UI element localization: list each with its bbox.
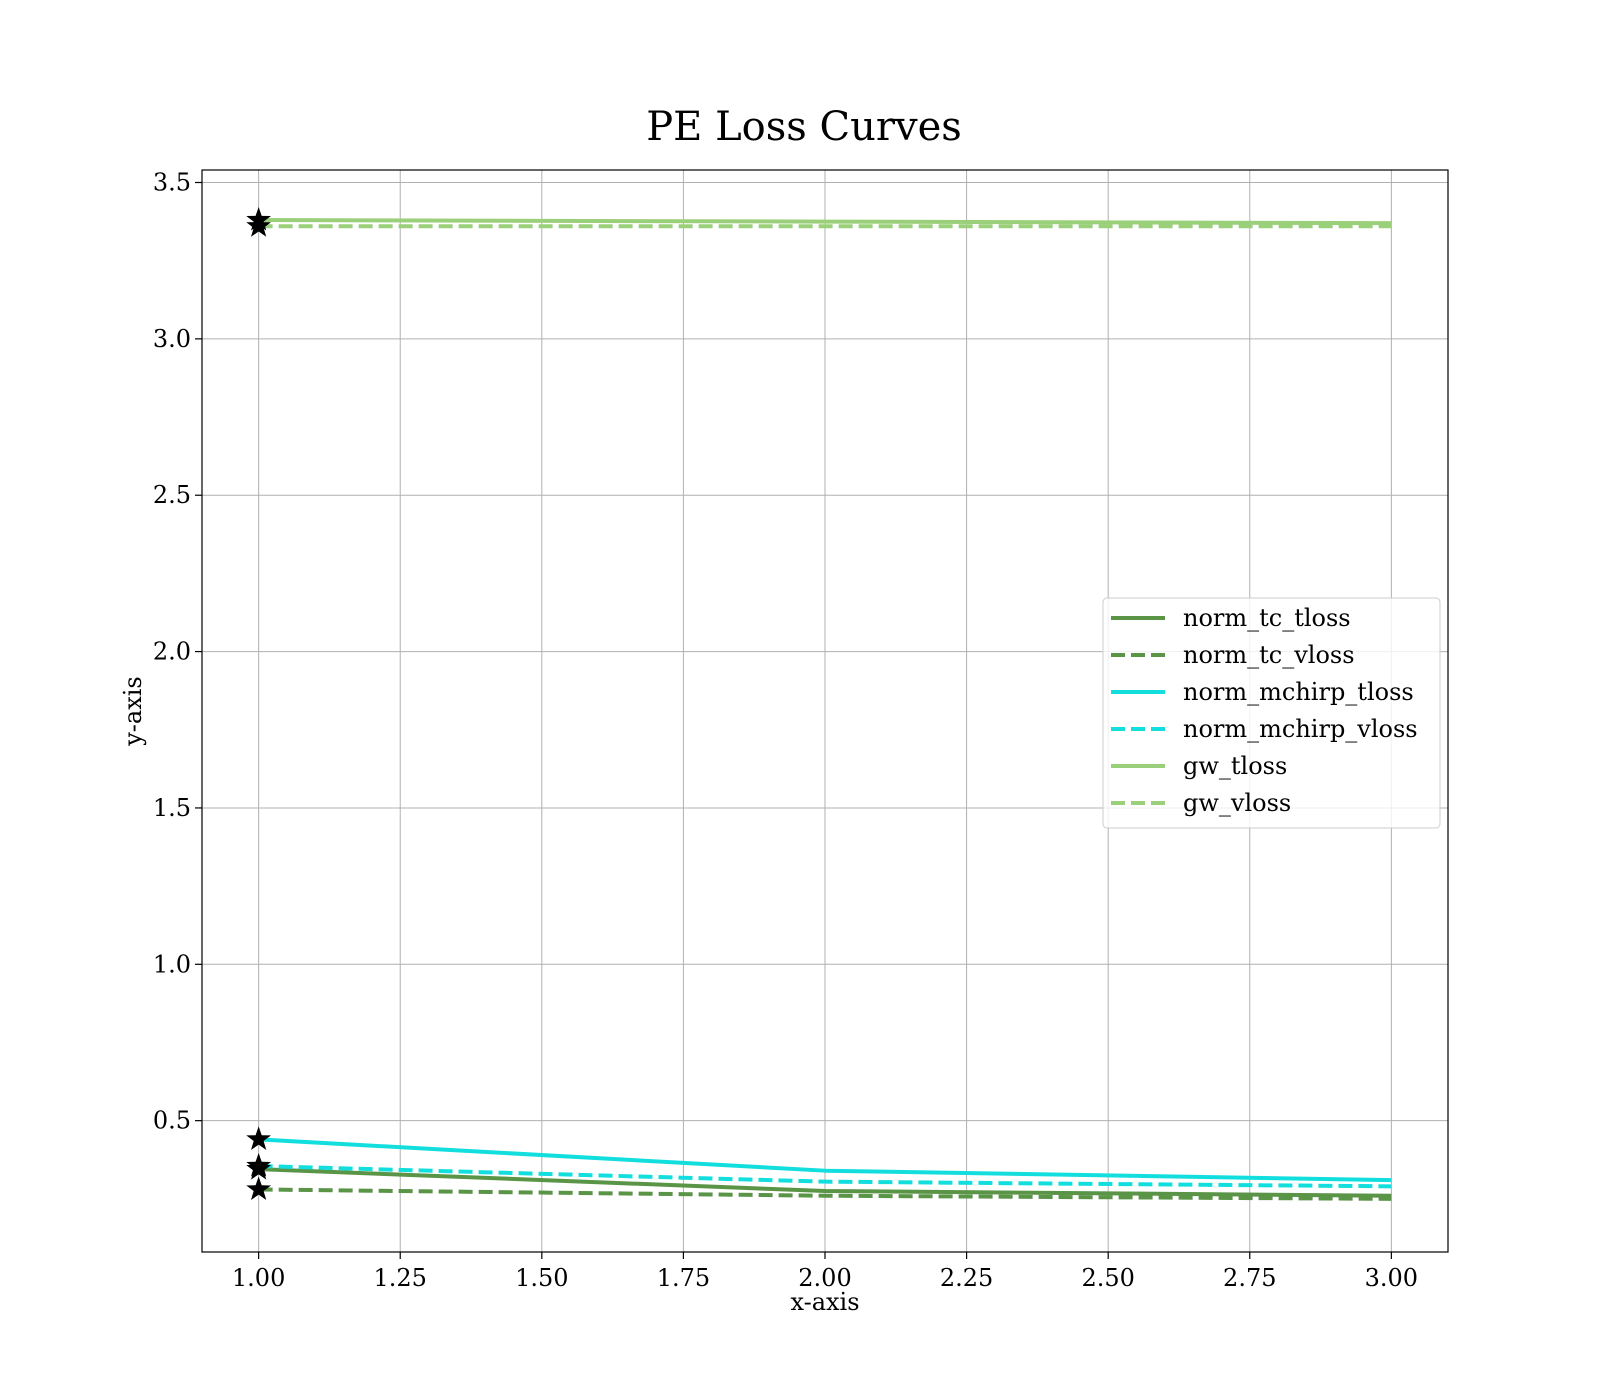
y-tick-label: 3.5: [153, 169, 191, 197]
start-marker-star-norm_mchirp_tloss: [246, 1126, 271, 1150]
chart-title: PE Loss Curves: [646, 104, 962, 150]
series-line-norm_tc_vloss: [258, 1187, 1392, 1201]
y-tick-label: 2.5: [153, 481, 191, 509]
x-tick-label: 1.50: [515, 1264, 568, 1292]
y-tick-label: 1.0: [153, 950, 191, 978]
legend-box: [1102, 597, 1441, 829]
x-tick-label: 1.75: [657, 1264, 710, 1292]
x-tick-label: 2.75: [1223, 1264, 1276, 1292]
start-marker-star-gw_vloss: [246, 213, 271, 237]
legend-label-norm_mchirp_vloss: norm_mchirp_vloss: [1183, 715, 1418, 743]
x-tick-label: 1.25: [374, 1264, 427, 1292]
series-lines: [258, 218, 1392, 1201]
start-markers: [246, 207, 271, 1200]
x-axis-label: x-axis: [790, 1288, 859, 1316]
axis-ticks: 1.00 1.25 1.50 1.75 2.00 2.25 2.50 2.75 3.00 0.5 1…: [153, 169, 1418, 1292]
legend-label-norm_tc_vloss: norm_tc_vloss: [1183, 641, 1355, 669]
x-tick-label: 3.00: [1365, 1264, 1418, 1292]
legend-label-gw_tloss: gw_tloss: [1183, 752, 1287, 780]
legend: norm_tc_tloss norm_tc_vloss norm_mchirp_tl…: [1102, 597, 1441, 829]
y-tick-label: 1.5: [153, 794, 191, 822]
grid: [202, 170, 1448, 1252]
y-tick-label: 2.0: [153, 638, 191, 666]
y-tick-label: 0.5: [153, 1107, 191, 1135]
series-line-gw_tloss: [258, 218, 1392, 226]
start-marker-star-norm_tc_vloss: [246, 1176, 271, 1200]
series-line-norm_mchirp_vloss: [258, 1164, 1392, 1189]
series-line-norm_mchirp_tloss: [258, 1137, 1392, 1183]
series-line-norm_tc_tloss: [258, 1167, 1392, 1198]
x-tick-label: 2.00: [798, 1264, 851, 1292]
x-tick-label: 1.00: [232, 1264, 285, 1292]
x-tick-label: 2.25: [940, 1264, 993, 1292]
start-marker-star-norm_mchirp_vloss: [246, 1153, 271, 1177]
y-axis-label: y-axis: [119, 676, 147, 747]
legend-label-gw_vloss: gw_vloss: [1183, 789, 1291, 817]
x-tick-label: 2.50: [1081, 1264, 1134, 1292]
y-tick-label: 3.0: [153, 325, 191, 353]
legend-label-norm_tc_tloss: norm_tc_tloss: [1183, 604, 1351, 632]
legend-label-norm_mchirp_tloss: norm_mchirp_tloss: [1183, 678, 1414, 706]
